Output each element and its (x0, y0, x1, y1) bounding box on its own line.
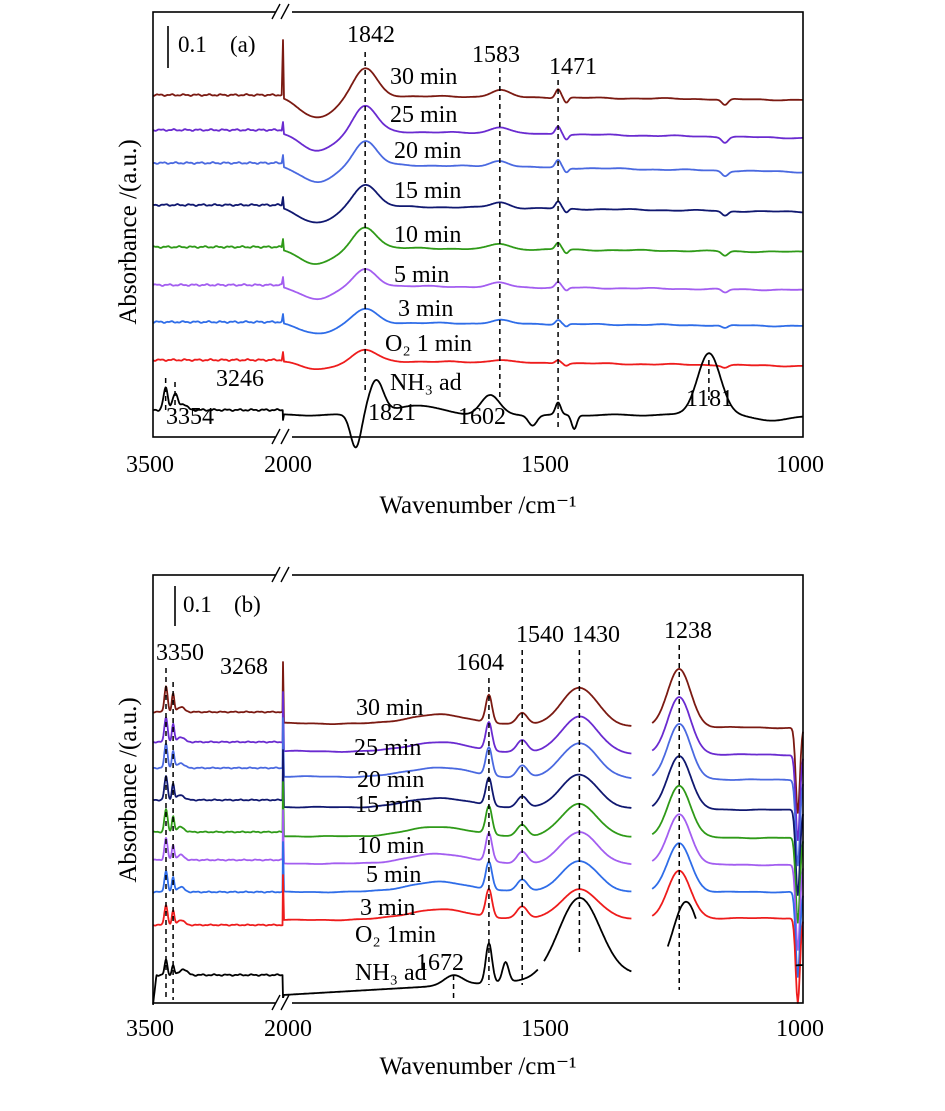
peak-label-b-1604: 1604 (456, 650, 504, 676)
peak-label-a-1471: 1471 (549, 54, 597, 80)
time-label-a-nh3: NH₃ ad (390, 370, 462, 396)
spectrum-b-10-min-part2 (652, 786, 803, 923)
x-tick-a-1000: 1000 (776, 452, 824, 478)
time-label-b-10: 10 min (357, 833, 424, 859)
x-tick-a-3500: 3500 (126, 452, 174, 478)
spectrum-b-20-min-part2 (652, 724, 803, 866)
spectrum-a-3-min (153, 309, 803, 334)
scale-bar-label-a: 0.1 (178, 32, 207, 57)
peak-label-b-1540: 1540 (516, 622, 564, 648)
time-label-a-5: 5 min (394, 262, 449, 288)
time-label-b-15: 15 min (355, 792, 422, 818)
time-label-a-3: 3 min (398, 296, 453, 322)
time-label-a-25: 25 min (390, 102, 457, 128)
y-axis-title-b: Absorbance /(a.u.) (115, 697, 142, 882)
spectrum-a-20-min (153, 141, 803, 182)
time-label-a-20: 20 min (394, 138, 461, 164)
traces-b (153, 662, 803, 1005)
time-label-b-30: 30 min (356, 695, 423, 721)
peak-label-a-1602: 1602 (458, 404, 506, 430)
time-label-a-o2: O₂ 1 min (385, 331, 472, 357)
axis-break-marks-a (272, 4, 289, 444)
spectrum-b-3-min-part2 (652, 843, 803, 977)
x-tick-b-1000: 1000 (776, 1016, 824, 1042)
x-tick-b-2000: 2000 (264, 1016, 312, 1042)
panel-label-a: (a) (230, 32, 256, 57)
spectrum-a-15-min (153, 185, 803, 223)
peak-label-a-1181: 1181 (686, 386, 733, 412)
time-label-b-25: 25 min (354, 735, 421, 761)
spectrum-b-nh3-ad (153, 943, 538, 1005)
spectrum-b-o2-1-min-part2 (652, 871, 803, 1003)
time-label-b-20: 20 min (357, 767, 424, 793)
x-axis-title-a: Wavenumber /cm⁻¹ (379, 492, 576, 519)
x-tick-a-1500: 1500 (521, 452, 569, 478)
spectrum-b-5-min-part2 (652, 814, 803, 950)
peak-label-b-3350: 3350 (156, 640, 204, 666)
scale-bar-label-b: 0.1 (183, 592, 212, 617)
peak-label-b-1430: 1430 (572, 622, 620, 648)
peak-label-a-1842: 1842 (347, 22, 395, 48)
x-tick-b-1500: 1500 (521, 1016, 569, 1042)
y-axis-title-a: Absorbance /(a.u.) (115, 139, 142, 324)
peak-label-b-1672: 1672 (416, 950, 464, 976)
time-label-b-5: 5 min (366, 862, 421, 888)
x-tick-a-2000: 2000 (264, 452, 312, 478)
time-label-a-15: 15 min (394, 178, 461, 204)
spectrum-a-5-min (153, 269, 803, 299)
axis-break-marks-b (272, 567, 289, 1010)
spectrum-a-25-min (153, 106, 803, 151)
peak-label-b-1238: 1238 (664, 618, 712, 644)
time-label-b-3: 3 min (360, 895, 415, 921)
panel-label-b: (b) (234, 592, 261, 617)
spectrum-b-30-min-part2 (652, 669, 803, 813)
panel-b: 0.1 (b) 3500 2000 1500 1000 Wavenumber /… (115, 567, 824, 1080)
peak-label-b-3268: 3268 (220, 654, 268, 680)
time-label-a-30: 30 min (390, 64, 457, 90)
spectrum-a-10-min (153, 228, 803, 264)
time-label-b-o2: O₂ 1min (355, 922, 436, 948)
spectrum-b-nh3-ad-part3 (668, 902, 696, 947)
peak-label-a-3246: 3246 (216, 366, 264, 392)
panel-a: 0.1 (a) 3500 2000 1500 1000 Wavenumber /… (115, 4, 824, 519)
x-tick-b-3500: 3500 (126, 1016, 174, 1042)
peak-label-a-3354: 3354 (166, 404, 214, 430)
peak-label-a-1583: 1583 (472, 42, 520, 68)
x-axis-title-b: Wavenumber /cm⁻¹ (379, 1053, 576, 1080)
time-label-a-10: 10 min (394, 222, 461, 248)
peak-label-a-1821: 1821 (368, 400, 416, 426)
spectrum-b-nh3-ad-part2 (544, 898, 631, 972)
